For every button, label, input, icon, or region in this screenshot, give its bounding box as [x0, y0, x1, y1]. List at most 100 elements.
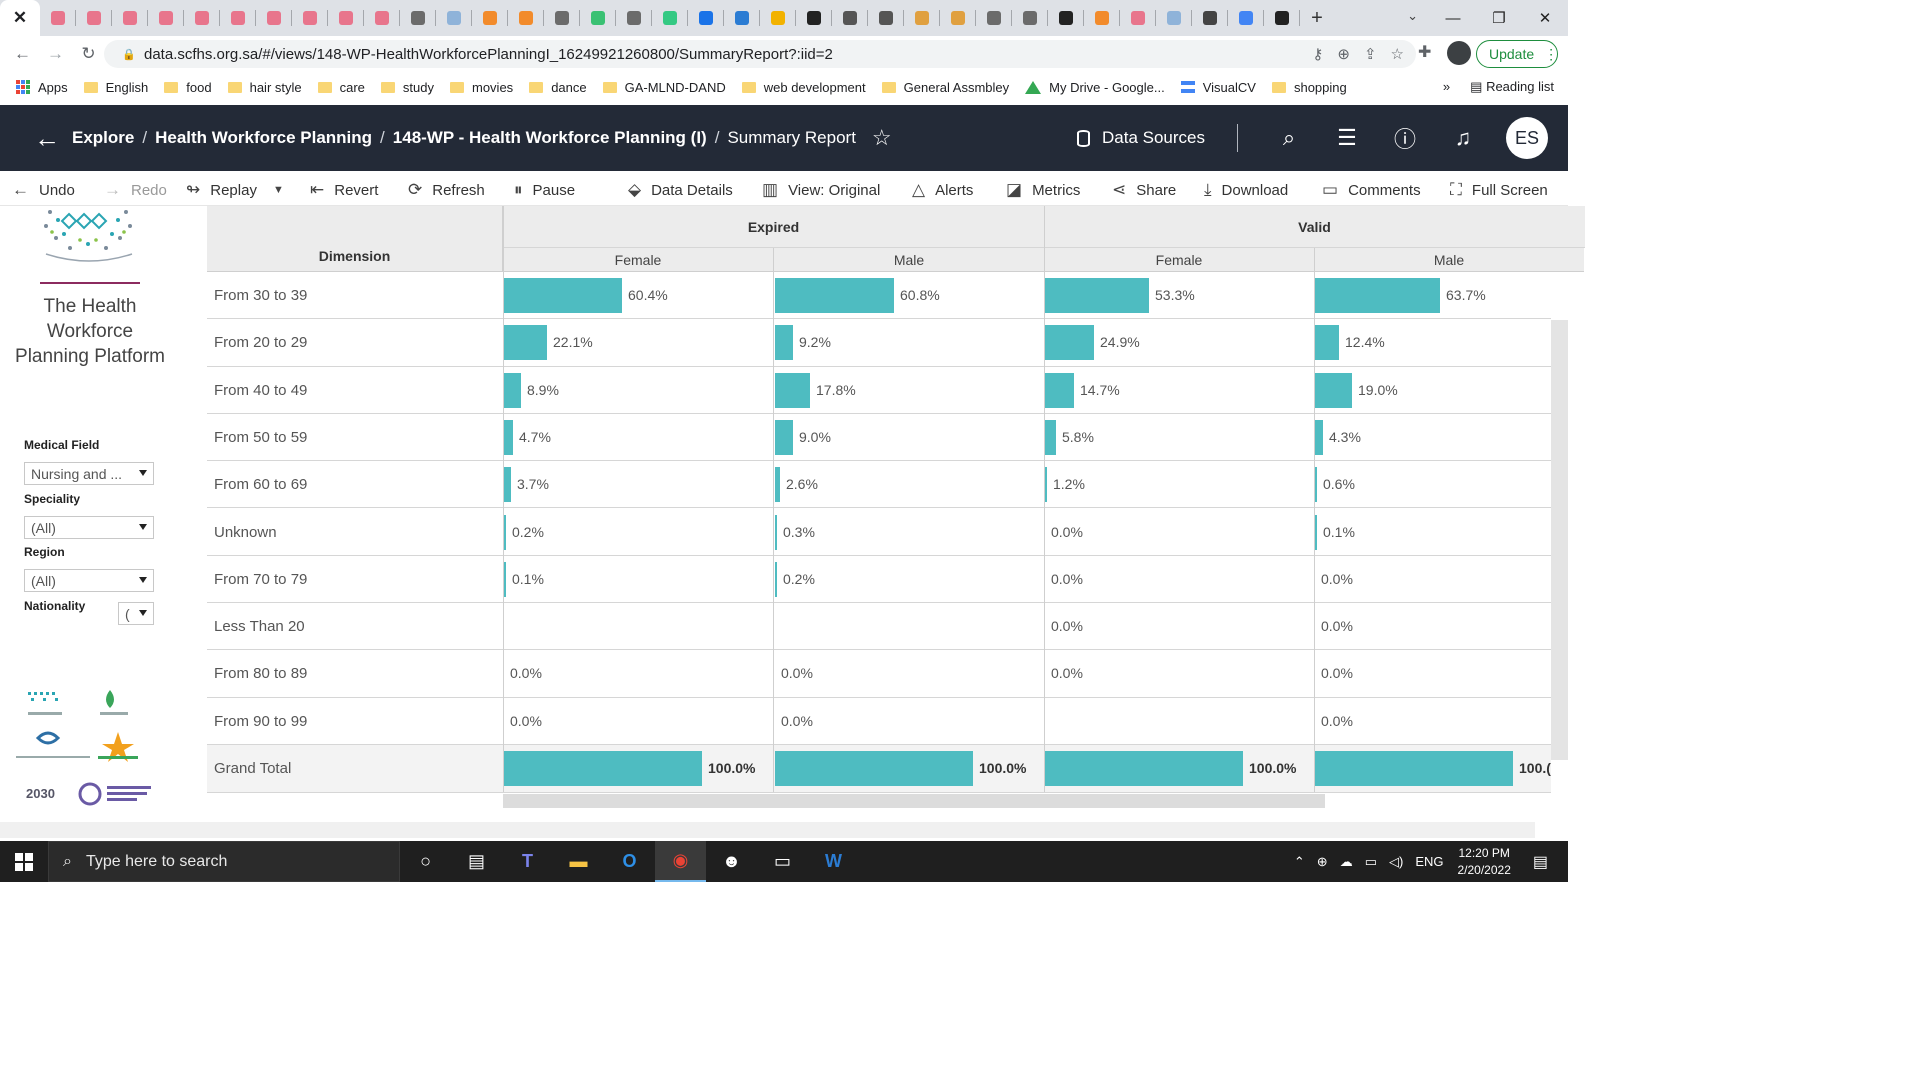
url-bar[interactable]: 🔒 data.scfhs.org.sa/#/views/148-WP-Healt…: [104, 40, 1416, 68]
table-cell[interactable]: 0.0%: [774, 650, 1044, 697]
table-cell[interactable]: 60.8%: [774, 272, 1044, 319]
start-button[interactable]: [0, 852, 48, 871]
tab-sheet-icon[interactable]: [76, 0, 112, 36]
active-tab-close-icon[interactable]: ✕: [0, 0, 40, 36]
tab-globe-icon[interactable]: [1012, 0, 1048, 36]
table-cell[interactable]: 5.8%: [1044, 414, 1314, 461]
tab-user-icon[interactable]: [940, 0, 976, 36]
bookmark-web-development[interactable]: web development: [741, 80, 866, 95]
tab-chrome-icon[interactable]: [1192, 0, 1228, 36]
key-icon[interactable]: ⚷: [1312, 46, 1324, 63]
tab-google-icon[interactable]: [1228, 0, 1264, 36]
close-window-button[interactable]: ✕: [1538, 10, 1552, 27]
bookmark-study[interactable]: study: [380, 80, 434, 95]
tab-globe-icon[interactable]: [976, 0, 1012, 36]
table-cell[interactable]: 0.0%: [503, 650, 773, 697]
table-cell[interactable]: [503, 603, 773, 650]
teams-icon[interactable]: T: [522, 851, 533, 871]
extensions-icon[interactable]: ✚: [1418, 44, 1432, 61]
tab-sheet-icon[interactable]: [220, 0, 256, 36]
tab-circle-icon[interactable]: [472, 0, 508, 36]
table-cell[interactable]: 100.0%: [1044, 745, 1314, 792]
speciality-select[interactable]: (All): [24, 516, 154, 539]
tab-zotero-icon[interactable]: [760, 0, 796, 36]
profile-avatar[interactable]: [1447, 41, 1471, 65]
pause-button[interactable]: ⏸ Pause: [514, 180, 575, 200]
table-cell[interactable]: 100.0%: [503, 745, 773, 792]
minimize-button[interactable]: —: [1445, 9, 1461, 27]
back-arrow-icon[interactable]: ←: [34, 122, 60, 153]
battery-icon[interactable]: ▭: [1364, 853, 1377, 869]
bookmark-apps[interactable]: Apps: [16, 80, 68, 95]
tab-grid-icon[interactable]: [652, 0, 688, 36]
notification-icon[interactable]: ▤: [1532, 853, 1548, 871]
replay-dropdown-icon[interactable]: ▼: [272, 184, 284, 196]
tab-sheet-icon[interactable]: [148, 0, 184, 36]
terminal-icon[interactable]: ▭: [773, 851, 791, 871]
bookmark-food[interactable]: food: [164, 80, 212, 95]
tab-github-icon[interactable]: [1048, 0, 1084, 36]
bookmark-ga-mlnd-dand[interactable]: GA-MLND-DAND: [602, 80, 726, 95]
table-cell[interactable]: 0.2%: [503, 509, 773, 556]
forward-icon[interactable]: →: [47, 44, 64, 63]
data-details-button[interactable]: ⬙ Data Details: [628, 180, 733, 200]
table-cell[interactable]: 0.3%: [774, 509, 1044, 556]
bookmark-my-drive-google-[interactable]: My Drive - Google...: [1025, 80, 1165, 95]
tab-globe-icon[interactable]: [400, 0, 436, 36]
tab-sheet-icon[interactable]: [256, 0, 292, 36]
file-explorer-icon[interactable]: ▬: [569, 851, 588, 871]
tab-sheet-icon[interactable]: [328, 0, 364, 36]
horizontal-scrollbar[interactable]: [503, 794, 1325, 808]
share-page-icon[interactable]: ⇪: [1363, 46, 1377, 63]
table-cell[interactable]: 4.7%: [503, 414, 773, 461]
table-cell[interactable]: 14.7%: [1044, 367, 1314, 414]
table-cell[interactable]: 0.0%: [503, 698, 773, 745]
table-cell[interactable]: 0.0%: [1314, 650, 1584, 697]
tab-circle-icon[interactable]: [508, 0, 544, 36]
bookmark-movies[interactable]: movies: [450, 80, 513, 95]
maximize-button[interactable]: ❐: [1492, 10, 1506, 27]
chevron-up-icon[interactable]: ⌃: [1293, 853, 1305, 869]
table-cell[interactable]: 63.7%: [1314, 272, 1584, 319]
zoom-icon[interactable]: ⊕: [1337, 46, 1350, 63]
tab-sheet-icon[interactable]: [1120, 0, 1156, 36]
table-cell[interactable]: 100.(: [1314, 745, 1584, 792]
table-cell[interactable]: 0.0%: [1314, 698, 1584, 745]
tab-c-app-icon[interactable]: [688, 0, 724, 36]
game-icon[interactable]: ☻: [722, 851, 741, 871]
table-cell[interactable]: 0.2%: [774, 556, 1044, 603]
region-select[interactable]: (All): [24, 569, 154, 592]
table-cell[interactable]: 0.0%: [1044, 556, 1314, 603]
tab-sheet-icon[interactable]: [292, 0, 328, 36]
table-cell[interactable]: 0.6%: [1314, 461, 1584, 508]
crumb-project[interactable]: Health Workforce Planning: [155, 128, 373, 147]
clock[interactable]: 12:20 PM 2/20/2022: [1457, 845, 1510, 879]
update-button[interactable]: Update ⋮: [1476, 40, 1558, 68]
tab-check-icon[interactable]: [580, 0, 616, 36]
language-indicator[interactable]: ENG: [1415, 854, 1444, 869]
tab-flag-icon[interactable]: [832, 0, 868, 36]
table-cell[interactable]: 53.3%: [1044, 272, 1314, 319]
tab-sheet-icon[interactable]: [40, 0, 76, 36]
bookmark-star-icon[interactable]: ☆: [1390, 46, 1404, 63]
table-cell[interactable]: 8.9%: [503, 367, 773, 414]
tab-user-icon[interactable]: [904, 0, 940, 36]
refresh-button[interactable]: ⟳ Refresh: [408, 180, 485, 200]
table-cell[interactable]: 24.9%: [1044, 319, 1314, 366]
redo-button[interactable]: → Redo: [104, 180, 167, 200]
table-cell[interactable]: 9.2%: [774, 319, 1044, 366]
tab-flag-icon[interactable]: [868, 0, 904, 36]
crumb-explore[interactable]: Explore: [72, 128, 135, 147]
favorites-list-icon[interactable]: ☰: [1337, 125, 1357, 150]
table-cell[interactable]: 1.2%: [1044, 461, 1314, 508]
replay-button[interactable]: ↬ Replay ▼: [186, 180, 284, 200]
tab-ink-icon[interactable]: [796, 0, 832, 36]
share-button[interactable]: ⋖ Share: [1112, 180, 1176, 200]
tab-search-icon[interactable]: ⌄: [1407, 8, 1418, 23]
notifications-bell-icon[interactable]: ♫: [1454, 125, 1472, 150]
tab-sheet-icon[interactable]: [112, 0, 148, 36]
medical-field-select[interactable]: Nursing and ...: [24, 462, 154, 485]
table-cell[interactable]: 19.0%: [1314, 367, 1584, 414]
table-cell[interactable]: 17.8%: [774, 367, 1044, 414]
crumb-workbook[interactable]: 148-WP - Health Workforce Planning (I): [392, 128, 707, 147]
